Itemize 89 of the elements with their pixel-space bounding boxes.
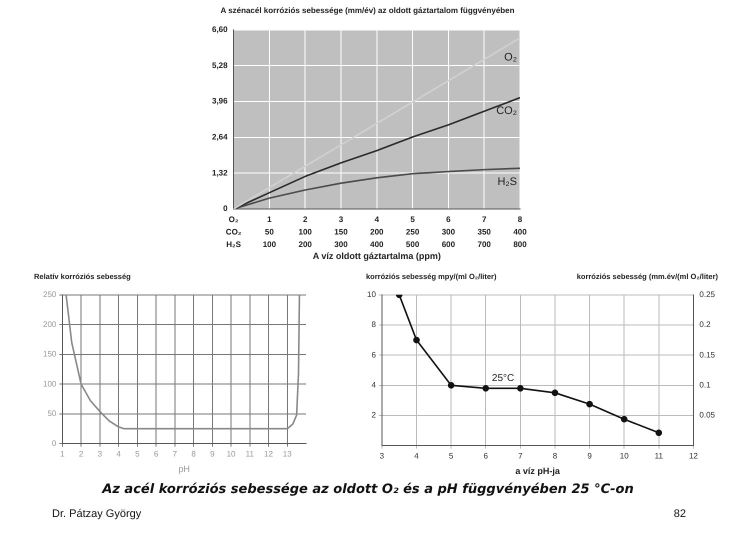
y-tick-label: 1,32 <box>212 168 228 178</box>
y2-tick-label: 0.05 <box>699 410 716 420</box>
x-tick-label: 11 <box>246 450 254 459</box>
x2-tick-label: CO₂ <box>226 228 242 237</box>
x2-tick-label: 150 <box>334 228 348 237</box>
x-tick-label: 2 <box>78 450 84 459</box>
y-tick-label: 5,28 <box>212 60 228 70</box>
y-tick-label: 0 <box>223 204 228 214</box>
y-tick-label: 4 <box>371 380 376 390</box>
y-tick-label: 10 <box>366 290 376 300</box>
text: 300 <box>334 240 348 249</box>
y-tick-label: 3,96 <box>212 96 228 106</box>
x-tick-label: 10 <box>226 450 236 459</box>
y2-tick-label: 0.25 <box>699 290 716 300</box>
text: H₂S <box>226 240 242 249</box>
point <box>482 384 490 392</box>
point <box>586 400 593 408</box>
x-tick-label: 7 <box>518 452 524 461</box>
text: 100 <box>262 240 277 249</box>
y-tick-label: 200 <box>42 320 57 329</box>
x-tick-label: 8 <box>552 452 558 461</box>
y2-tick-label: 0.15 <box>699 350 716 360</box>
text: 800 <box>513 240 528 249</box>
y2-tick-label: 0.1 <box>699 380 712 390</box>
text: 82 <box>674 508 686 520</box>
x-tick-label: 5 <box>410 215 416 224</box>
x-tick-label: 1 <box>60 450 66 459</box>
x2-tick-label: 100 <box>298 228 312 237</box>
text: Dr. Pátzay György <box>52 508 142 520</box>
x-tick-label: 12 <box>688 452 698 461</box>
text: 400 <box>370 240 384 249</box>
x-axis-title: a víz pH-ja <box>515 466 561 476</box>
x-tick-label: 9 <box>210 450 216 459</box>
x-tick-label: 2 <box>302 215 308 224</box>
annotation: 25°C <box>492 373 514 384</box>
x-tick-label: 4 <box>414 452 420 461</box>
text: 600 <box>442 240 456 249</box>
y-tick-label: 150 <box>42 350 57 359</box>
point <box>448 382 454 389</box>
x-tick-label: 3 <box>98 450 103 459</box>
x-tick-label: 7 <box>482 215 487 224</box>
x-tick-label: 8 <box>518 215 523 224</box>
point <box>517 384 524 392</box>
x-tick-label: 3 <box>380 452 385 461</box>
x-axis-title: A víz oldott gáztartalma (ppm) <box>312 251 441 262</box>
point <box>656 429 662 436</box>
point <box>620 416 628 423</box>
text: 500 <box>406 240 420 249</box>
text: 200 <box>298 240 312 249</box>
x-tick-label: 10 <box>620 452 630 461</box>
y-tick-label: 250 <box>42 290 57 300</box>
series-label: CO₂ <box>496 105 517 118</box>
series-label: O₂ <box>504 51 517 64</box>
y-tick-label: 50 <box>47 409 57 418</box>
y-tick-label: 8 <box>371 320 376 330</box>
y-tick-label: 6,60 <box>212 25 228 34</box>
y-tick-label: 2,64 <box>212 132 228 142</box>
y-tick-label: 6 <box>371 350 376 360</box>
text: Az acél korróziós sebessége az oldott O₂ és a pH függvényében 25 °C-on <box>100 482 635 497</box>
y2-tick-label: 0.2 <box>699 320 712 330</box>
x-tick-label: 6 <box>446 215 452 224</box>
x-tick-label: 9 <box>587 452 592 461</box>
y-tick-label: 100 <box>42 379 57 388</box>
x-tick-label: 5 <box>135 450 140 459</box>
y-tick-label: 2 <box>371 410 376 420</box>
text: 700 <box>478 240 492 249</box>
x2-tick-label: 250 <box>406 228 420 237</box>
x-tick-label: 8 <box>191 450 196 459</box>
x2-tick-label: 50 <box>264 228 274 237</box>
x-tick-label: 6 <box>484 452 489 461</box>
x-axis-title: pH <box>178 464 190 474</box>
x-tick-label: 4 <box>116 450 122 459</box>
x2-tick-label: 300 <box>442 228 456 237</box>
x-tick-label: 11 <box>654 452 664 461</box>
point <box>552 390 558 396</box>
point <box>413 336 420 344</box>
x-tick-label: 5 <box>448 452 454 461</box>
x-tick-label: 6 <box>154 450 159 459</box>
x-tick-label: 12 <box>264 450 274 459</box>
x-tick-label: O₂ <box>228 215 239 224</box>
x-tick-label: 13 <box>282 450 292 459</box>
chart-title: A szénacél korróziós sebessége (mm/év) az oldott gáztartalom függvényében <box>219 6 516 15</box>
y-tick-label: 0 <box>52 438 57 448</box>
x2-tick-label: 400 <box>513 228 528 237</box>
series-label: H₂S <box>497 176 517 188</box>
x-tick-label: 1 <box>267 215 272 224</box>
x-tick-label: 3 <box>338 215 344 224</box>
x-tick-label: 7 <box>172 450 178 459</box>
x2-tick-label: 350 <box>478 228 492 237</box>
